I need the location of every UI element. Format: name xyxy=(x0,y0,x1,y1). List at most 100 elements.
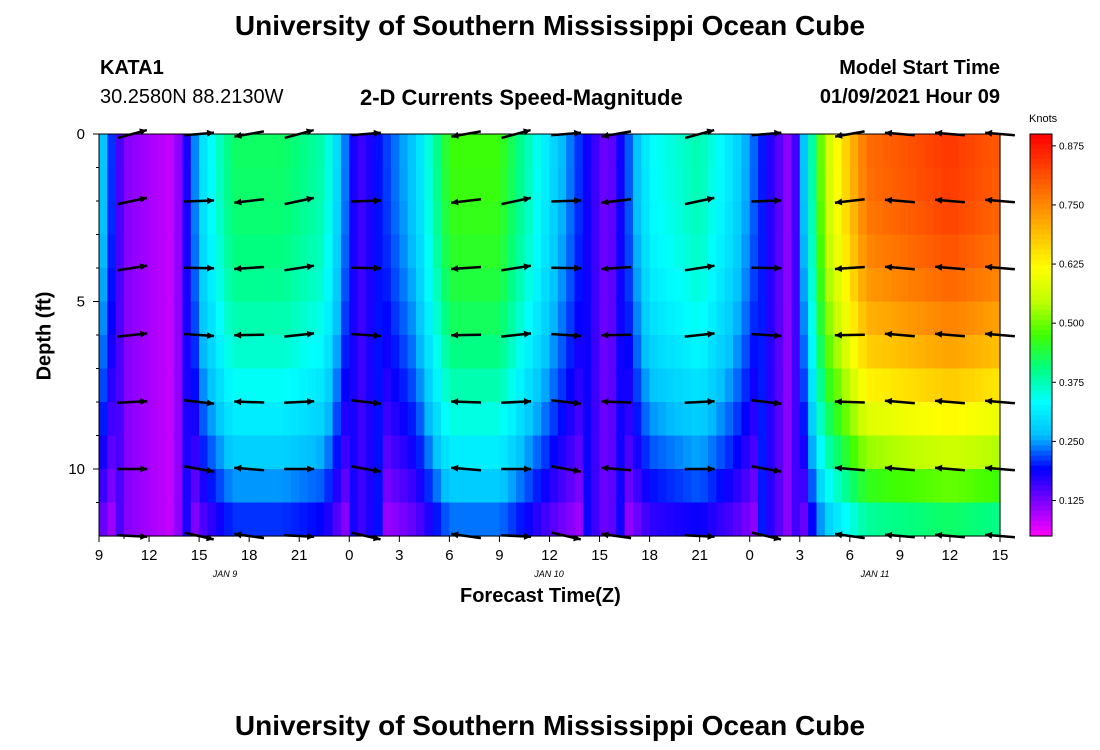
heatmap-cell xyxy=(549,469,559,504)
heatmap-cell xyxy=(891,435,901,470)
heatmap-cell xyxy=(491,301,501,336)
heatmap-cell xyxy=(766,134,776,169)
colorbar-band xyxy=(1030,515,1052,522)
heatmap-cell xyxy=(808,201,818,236)
heatmap-cell xyxy=(165,502,175,537)
colorbar-band xyxy=(1030,264,1052,271)
heatmap-cell xyxy=(716,435,726,470)
heatmap-cell xyxy=(557,368,567,403)
heatmap-cell xyxy=(682,301,692,336)
heatmap-cell xyxy=(641,435,651,470)
heatmap-cell xyxy=(532,368,542,403)
heatmap-cell xyxy=(140,469,150,504)
heatmap-cell xyxy=(457,134,467,169)
x-tick-label: 9 xyxy=(95,547,103,564)
heatmap-cell xyxy=(132,469,142,504)
heatmap-cell xyxy=(407,469,417,504)
colorbar-band xyxy=(1030,139,1052,145)
heatmap-cell xyxy=(958,167,968,202)
heatmap-cell xyxy=(174,134,184,169)
heatmap-cell xyxy=(499,301,509,336)
heatmap-cell xyxy=(766,167,776,202)
heatmap-cell xyxy=(99,167,108,202)
heatmap-cell xyxy=(290,502,300,537)
heatmap-cell xyxy=(841,435,851,470)
heatmap-cell xyxy=(966,469,976,504)
heatmap-cell xyxy=(574,335,584,370)
heatmap-cell xyxy=(949,268,959,303)
heatmap-cell xyxy=(290,402,300,437)
heatmap-cell xyxy=(924,201,934,236)
heatmap-cell xyxy=(507,368,517,403)
current-arrow xyxy=(451,265,482,272)
heatmap-cell xyxy=(641,268,651,303)
heatmap-cell xyxy=(791,268,801,303)
heatmap-cell xyxy=(741,502,751,537)
heatmap-cell xyxy=(449,402,459,437)
heatmap-cell xyxy=(532,268,542,303)
heatmap-cell xyxy=(641,402,651,437)
heatmap-cell xyxy=(691,368,701,403)
heatmap-cell xyxy=(441,435,450,470)
current-arrow xyxy=(501,263,532,272)
heatmap-cell xyxy=(899,402,909,437)
heatmap-cell xyxy=(657,335,667,370)
heatmap-cell xyxy=(841,402,851,437)
heatmap-cell xyxy=(574,234,584,269)
heatmap-cell xyxy=(682,134,692,169)
heatmap-cell xyxy=(591,268,601,303)
heatmap-cell xyxy=(749,167,759,202)
current-arrow xyxy=(117,330,148,338)
heatmap-cell xyxy=(416,368,425,403)
heatmap-cell xyxy=(516,469,526,504)
heatmap-cell xyxy=(274,301,284,336)
x-tick-label: 18 xyxy=(241,547,258,564)
heatmap-cell xyxy=(582,469,592,504)
heatmap-cell xyxy=(499,167,509,202)
heatmap-cell xyxy=(783,167,793,202)
heatmap-cell xyxy=(924,335,934,370)
heatmap-cell xyxy=(766,469,776,504)
heatmap-cell xyxy=(958,402,968,437)
heatmap-cell xyxy=(349,268,359,303)
heatmap-cell xyxy=(149,435,158,470)
heatmap-cell xyxy=(324,502,334,537)
heatmap-cell xyxy=(424,234,434,269)
heatmap-cell xyxy=(441,201,450,236)
heatmap-cell xyxy=(340,368,350,403)
heatmap-cell xyxy=(816,201,826,236)
heatmap-cell xyxy=(657,301,667,336)
heatmap-cell xyxy=(541,335,551,370)
colorbar-band xyxy=(1030,144,1052,150)
heatmap-cell xyxy=(399,469,409,504)
heatmap-cell xyxy=(349,402,359,437)
heatmap-cell xyxy=(265,234,275,269)
heatmap-cell xyxy=(416,268,425,303)
colorbar-band xyxy=(1030,209,1052,216)
heatmap-cell xyxy=(866,301,876,336)
heatmap-cell xyxy=(941,469,951,504)
heatmap-cell xyxy=(974,201,984,236)
heatmap-cell xyxy=(808,469,818,504)
heatmap-cell xyxy=(307,469,317,504)
heatmap-cell xyxy=(249,201,259,236)
heatmap-cell xyxy=(824,167,834,202)
heatmap-cell xyxy=(774,234,784,269)
heatmap-cell xyxy=(290,134,300,169)
heatmap-cell xyxy=(708,368,717,403)
heatmap-cell xyxy=(165,435,175,470)
heatmap-cell xyxy=(474,134,484,169)
heatmap-cell xyxy=(924,134,934,169)
heatmap-cell xyxy=(891,502,901,537)
heatmap-cell xyxy=(699,335,709,370)
heatmap-cell xyxy=(883,402,893,437)
heatmap-cell xyxy=(315,201,325,236)
heatmap-cell xyxy=(390,268,400,303)
heatmap-cell xyxy=(340,402,350,437)
heatmap-cell xyxy=(599,134,609,169)
heatmap-cell xyxy=(315,268,325,303)
heatmap-cell xyxy=(758,335,767,370)
heatmap-cell xyxy=(224,301,234,336)
heatmap-cell xyxy=(574,402,584,437)
heatmap-cell xyxy=(983,435,993,470)
